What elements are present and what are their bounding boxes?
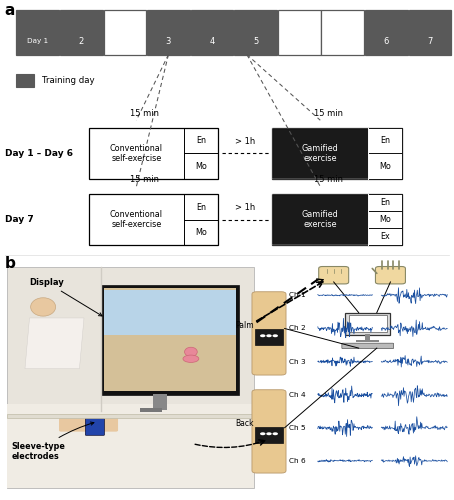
Text: Ch 2: Ch 2 xyxy=(289,326,306,332)
Circle shape xyxy=(260,432,266,435)
Text: En: En xyxy=(196,136,206,145)
FancyBboxPatch shape xyxy=(153,394,168,410)
Text: Ch 1: Ch 1 xyxy=(289,292,306,298)
FancyBboxPatch shape xyxy=(319,266,349,284)
FancyBboxPatch shape xyxy=(104,290,236,335)
Circle shape xyxy=(272,432,278,435)
Circle shape xyxy=(266,334,271,337)
FancyBboxPatch shape xyxy=(16,74,34,87)
FancyBboxPatch shape xyxy=(375,266,405,284)
Text: Conventional
self-exercise: Conventional self-exercise xyxy=(110,210,163,230)
Text: En: En xyxy=(380,198,390,207)
FancyBboxPatch shape xyxy=(59,414,118,432)
FancyBboxPatch shape xyxy=(356,340,379,342)
Text: Palm: Palm xyxy=(236,321,254,330)
Text: 2: 2 xyxy=(79,37,84,46)
Text: 4: 4 xyxy=(209,37,215,46)
FancyBboxPatch shape xyxy=(89,194,218,245)
FancyBboxPatch shape xyxy=(409,10,451,54)
FancyBboxPatch shape xyxy=(252,292,286,375)
Text: Training day: Training day xyxy=(42,76,95,85)
Text: Gamified
exercise: Gamified exercise xyxy=(302,210,339,230)
FancyBboxPatch shape xyxy=(368,154,402,179)
FancyBboxPatch shape xyxy=(16,10,59,54)
Circle shape xyxy=(272,334,278,337)
FancyBboxPatch shape xyxy=(147,10,190,54)
Text: Back: Back xyxy=(236,419,254,428)
FancyBboxPatch shape xyxy=(255,428,283,443)
FancyBboxPatch shape xyxy=(7,404,254,488)
Text: 15 min: 15 min xyxy=(314,109,342,118)
Text: a: a xyxy=(5,2,15,18)
Text: 15 min: 15 min xyxy=(130,109,158,118)
Circle shape xyxy=(260,334,266,337)
Ellipse shape xyxy=(31,298,56,316)
FancyBboxPatch shape xyxy=(345,312,390,334)
Ellipse shape xyxy=(183,355,199,362)
Text: Display: Display xyxy=(30,278,102,316)
Text: Mo: Mo xyxy=(195,228,207,237)
Text: b: b xyxy=(5,256,15,271)
Text: Ch 4: Ch 4 xyxy=(289,392,306,398)
Text: > 1h: > 1h xyxy=(235,203,255,212)
FancyBboxPatch shape xyxy=(368,228,402,245)
FancyBboxPatch shape xyxy=(104,10,146,54)
Text: Mo: Mo xyxy=(379,162,391,170)
Text: Ch 3: Ch 3 xyxy=(289,358,306,364)
Text: Day 1: Day 1 xyxy=(27,38,48,44)
Text: 5: 5 xyxy=(253,37,258,46)
Text: En: En xyxy=(380,136,390,145)
Text: Mo: Mo xyxy=(379,215,391,224)
Text: 3: 3 xyxy=(166,37,171,46)
FancyBboxPatch shape xyxy=(255,330,283,345)
FancyBboxPatch shape xyxy=(365,10,408,54)
FancyBboxPatch shape xyxy=(7,414,254,418)
Ellipse shape xyxy=(184,347,197,356)
Text: 7: 7 xyxy=(427,37,433,46)
Text: Sleeve-type
electrodes: Sleeve-type electrodes xyxy=(11,422,94,461)
FancyBboxPatch shape xyxy=(368,194,402,211)
FancyBboxPatch shape xyxy=(272,194,402,245)
FancyBboxPatch shape xyxy=(342,343,394,348)
FancyBboxPatch shape xyxy=(7,267,254,488)
Text: Ch 6: Ch 6 xyxy=(289,458,306,464)
FancyBboxPatch shape xyxy=(89,128,218,179)
FancyBboxPatch shape xyxy=(272,128,402,179)
FancyBboxPatch shape xyxy=(140,408,162,412)
FancyBboxPatch shape xyxy=(191,10,233,54)
Text: Conventional
self-exercise: Conventional self-exercise xyxy=(110,144,163,163)
Text: 6: 6 xyxy=(384,37,389,46)
FancyBboxPatch shape xyxy=(234,10,277,54)
Text: > 1h: > 1h xyxy=(235,137,255,146)
FancyBboxPatch shape xyxy=(349,315,387,332)
Text: En: En xyxy=(196,202,206,211)
Circle shape xyxy=(266,432,271,435)
Polygon shape xyxy=(25,318,84,368)
FancyBboxPatch shape xyxy=(60,10,103,54)
FancyBboxPatch shape xyxy=(101,285,239,395)
Text: Gamified
exercise: Gamified exercise xyxy=(302,144,339,163)
Text: Mo: Mo xyxy=(195,162,207,170)
Text: Day 7: Day 7 xyxy=(5,215,33,224)
FancyBboxPatch shape xyxy=(252,390,286,473)
FancyBboxPatch shape xyxy=(85,418,104,436)
Text: 15 min: 15 min xyxy=(314,176,342,184)
FancyBboxPatch shape xyxy=(368,211,402,228)
FancyBboxPatch shape xyxy=(104,288,236,391)
FancyBboxPatch shape xyxy=(278,10,321,54)
FancyBboxPatch shape xyxy=(365,334,370,341)
Text: Ch 5: Ch 5 xyxy=(289,424,306,430)
Text: Ex: Ex xyxy=(380,232,390,241)
FancyBboxPatch shape xyxy=(368,128,402,154)
FancyBboxPatch shape xyxy=(321,10,364,54)
Text: Day 1 – Day 6: Day 1 – Day 6 xyxy=(5,149,73,158)
Text: 15 min: 15 min xyxy=(130,176,158,184)
